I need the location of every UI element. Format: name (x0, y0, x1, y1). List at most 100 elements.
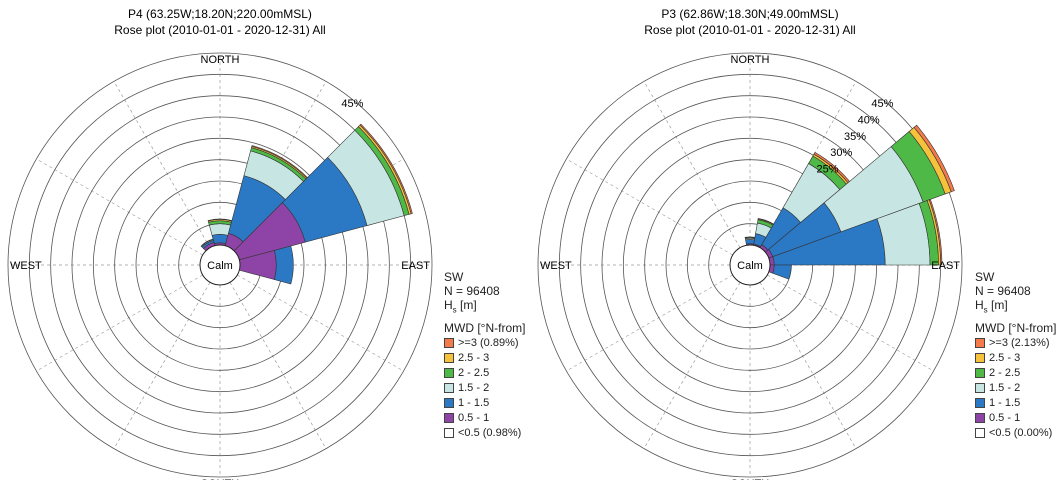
rose-chart-p4: P4 (63.25W;18.20N;220.00mMSL) Rose plot … (7, 7, 433, 485)
calm-circle (199, 244, 241, 286)
legend-item: 1 - 1.5 (444, 395, 525, 410)
legend-swatch (975, 397, 985, 408)
grid-ring (135, 180, 305, 350)
ring-label: 25% (817, 164, 839, 176)
ring-label: 40% (858, 115, 880, 127)
rose-bar-segment (744, 236, 756, 239)
grid-spoke (759, 282, 857, 449)
grid-spoke (566, 158, 733, 256)
legend-title: SW (444, 270, 464, 284)
legend-label: 0.5 - 1 (458, 411, 490, 424)
legend-items: >=3 (0.89%) 2.5 - 3 2 - 2.5 1.5 - 2 1 - 1.5 0… (444, 335, 525, 440)
legend-swatch (975, 412, 985, 423)
legend-swatch (975, 337, 985, 348)
rose-bar-segment (772, 264, 792, 280)
rose-bar-segment (913, 124, 955, 193)
legend-item: 2.5 - 3 (444, 350, 525, 365)
direction-label-west: WEST (10, 260, 42, 272)
legend-swatch (444, 337, 454, 348)
legend-label: 2.5 - 3 (989, 351, 1021, 364)
ring-label: 45% (341, 98, 363, 110)
legend-variable: Hs [m] (444, 298, 477, 315)
calm-label: Calm (207, 260, 233, 272)
legend-label: 1.5 - 2 (458, 381, 490, 394)
direction-label-east: EAST (931, 260, 960, 272)
legend-title: SW (975, 270, 995, 284)
legend: SW N = 96408 Hs [m] MWD [°N-from] >=3 (0… (444, 270, 525, 440)
ring-label: 35% (844, 131, 866, 143)
legend-item: 0.5 - 1 (975, 410, 1056, 425)
chart-subtitle: Rose plot (2010-01-01 - 2020-12-31) All (644, 23, 855, 37)
legend-variable: Hs [m] (975, 298, 1008, 315)
grid-ring (28, 73, 412, 457)
rose-bar-segment (200, 238, 214, 247)
legend-header: MWD [°N-from] (444, 321, 526, 336)
ring-label: 45% (871, 98, 893, 110)
direction-label-north: NORTH (201, 54, 240, 66)
grid-spoke (113, 81, 211, 248)
legend-item: >=3 (0.89%) (444, 335, 525, 350)
rose-bar-segment (208, 223, 232, 236)
legend-label: 1 - 1.5 (458, 396, 490, 409)
legend-items: >=3 (2.13%) 2.5 - 3 2 - 2.5 1.5 - 2 1 - 1.5 0… (975, 335, 1056, 440)
legend-label: 1.5 - 2 (989, 381, 1021, 394)
direction-label-north: NORTH (731, 54, 770, 66)
legend-item: 1.5 - 2 (444, 380, 525, 395)
legend-swatch (975, 367, 985, 378)
legend-swatch (975, 382, 985, 393)
grid-spoke (229, 282, 327, 449)
rose-bar-segment (928, 198, 943, 266)
legend-item: 0.5 - 1 (444, 410, 525, 425)
legend-item: 1 - 1.5 (975, 395, 1056, 410)
grid-spoke (643, 81, 741, 248)
grid-spoke (36, 274, 203, 372)
legend-item: 2.5 - 3 (975, 350, 1056, 365)
legend-swatch (444, 382, 454, 393)
legend-label: >=3 (2.13%) (989, 336, 1050, 349)
legend-item: <0.5 (0.98%) (444, 425, 525, 440)
legend-swatch (975, 427, 985, 438)
legend-swatch (975, 352, 985, 363)
grid-spoke (566, 274, 733, 372)
legend-label: 2.5 - 3 (458, 351, 490, 364)
rose-bar-segment (273, 245, 294, 285)
direction-label-east: EAST (401, 260, 430, 272)
direction-label-west: WEST (540, 260, 572, 272)
legend-swatch (444, 412, 454, 423)
rose-bar-segment (745, 239, 755, 245)
legend-label: 1 - 1.5 (989, 396, 1021, 409)
grid-spoke (767, 274, 934, 372)
grid-ring (114, 159, 326, 371)
legend-count: N = 96408 (444, 284, 500, 298)
rose-bar-segment (211, 234, 229, 244)
calm-circle (729, 244, 771, 286)
grid-ring (50, 95, 390, 435)
legend-swatch (444, 367, 454, 378)
grid-ring (92, 137, 348, 393)
legend-label: 0.5 - 1 (989, 411, 1021, 424)
legend-count: N = 96408 (975, 284, 1031, 298)
calm-label: Calm (737, 260, 763, 272)
ring-label: 30% (830, 147, 852, 159)
legend-swatch (444, 352, 454, 363)
grid-spoke (36, 158, 203, 256)
legend-swatch (444, 397, 454, 408)
legend: SW N = 96408 Hs [m] MWD [°N-from] >=3 (2… (975, 270, 1056, 440)
grid-spoke (237, 274, 404, 372)
legend-item: >=3 (2.13%) (975, 335, 1056, 350)
legend-swatch (444, 427, 454, 438)
legend-item: 2 - 2.5 (975, 365, 1056, 380)
legend-label: >=3 (0.89%) (458, 336, 519, 349)
grid-ring (537, 52, 963, 478)
chart-title: P4 (63.25W;18.20N;220.00mMSL) (128, 7, 312, 21)
legend-item: 2 - 2.5 (444, 365, 525, 380)
rose-panel-p3: P3 (62.86W;18.30N;49.00mMSL) Rose plot (… (532, 0, 1064, 485)
rose-chart-p3: P3 (62.86W;18.30N;49.00mMSL) Rose plot (… (537, 7, 963, 485)
grid-spoke (643, 282, 741, 449)
legend-label: 2 - 2.5 (458, 366, 490, 379)
legend-label: <0.5 (0.00%) (989, 426, 1053, 439)
rose-bar-segment (359, 123, 413, 215)
grid-ring (71, 116, 369, 414)
grid-spoke (113, 282, 211, 449)
legend-item: <0.5 (0.00%) (975, 425, 1056, 440)
